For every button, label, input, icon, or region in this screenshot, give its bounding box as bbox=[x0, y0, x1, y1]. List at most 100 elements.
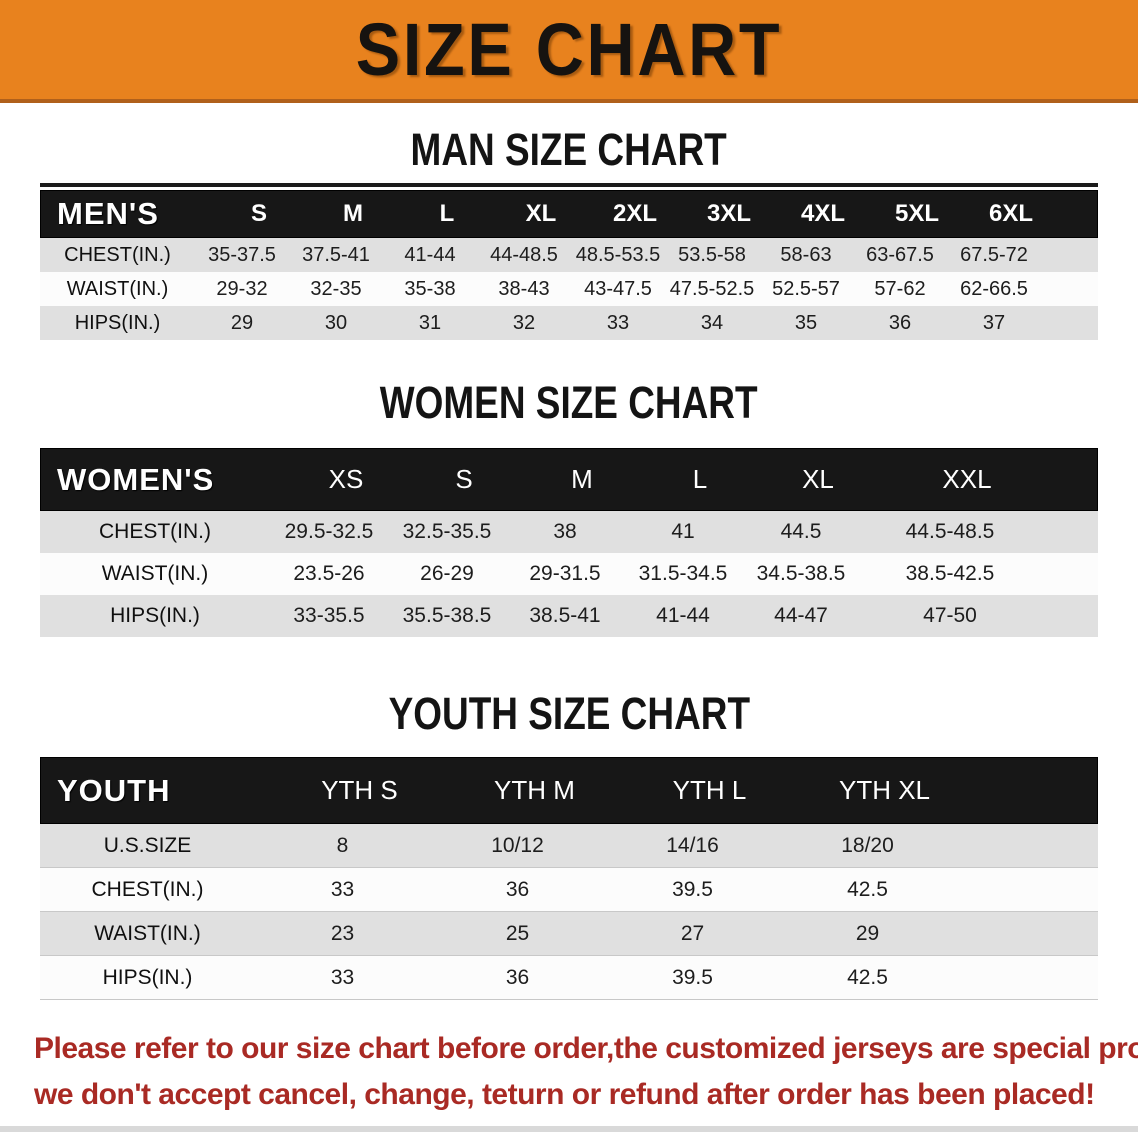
mens-table-cell: 37 bbox=[982, 311, 1006, 334]
mens-table-cell: 41-44 bbox=[404, 243, 456, 266]
mens-column-header: 3XL bbox=[706, 200, 751, 227]
womens-row-label: WAIST(IN.) bbox=[101, 562, 209, 585]
mens-table-cell: 36 bbox=[888, 311, 912, 334]
womens-column-header: L bbox=[692, 464, 708, 494]
youth-table-row: HIPS(IN.) 33 36 39.5 42.5 bbox=[40, 956, 1098, 1000]
youth-table-cell: 25 bbox=[505, 922, 530, 945]
youth-table-cell: 36 bbox=[505, 878, 530, 901]
mens-table-cell: 44-48.5 bbox=[490, 243, 558, 266]
youth-table-row: CHEST(IN.) 33 36 39.5 42.5 bbox=[40, 868, 1098, 912]
bottom-edge-strip bbox=[0, 1126, 1138, 1132]
youth-row-label: U.S.SIZE bbox=[103, 834, 192, 857]
mens-table-row: WAIST(IN.) 29-32 32-35 35-38 38-43 43-47.5 47.… bbox=[40, 272, 1098, 306]
mens-table-cell: 34 bbox=[700, 311, 724, 334]
mens-column-header: S bbox=[250, 200, 267, 227]
womens-section-title-text: WOMEN SIZE CHART bbox=[380, 377, 758, 428]
womens-table-cell: 26-29 bbox=[420, 562, 474, 585]
womens-size-section: WOMEN SIZE CHART WOMEN'S XS S M L XL XXL CHEST(… bbox=[0, 377, 1138, 637]
size-chart-banner: SIZE CHART bbox=[0, 0, 1138, 103]
banner-title: SIZE CHART bbox=[355, 8, 783, 91]
youth-table-header-row: YOUTH YTH S YTH M YTH L YTH XL bbox=[40, 757, 1098, 824]
womens-table-row: WAIST(IN.) 23.5-26 26-29 29-31.5 31.5-34.5 34… bbox=[40, 553, 1098, 595]
youth-table-cell: 18/20 bbox=[841, 834, 894, 857]
mens-table-cell: 57-62 bbox=[874, 277, 926, 300]
mens-row-label: CHEST(IN.) bbox=[64, 243, 171, 266]
mens-header-label: MEN'S bbox=[57, 196, 159, 231]
youth-table-cell: 39.5 bbox=[672, 966, 713, 989]
mens-table-cell: 32-35 bbox=[310, 277, 362, 300]
mens-section-title-text: MAN SIZE CHART bbox=[410, 124, 728, 175]
youth-table-cell: 10/12 bbox=[491, 834, 544, 857]
mens-table-header-row: MEN'S S M L XL 2XL 3XL 4XL 5XL 6XL bbox=[40, 190, 1098, 238]
womens-table-row: CHEST(IN.) 29.5-32.5 32.5-35.5 38 41 44.5 44.5… bbox=[40, 511, 1098, 553]
mens-table-cell: 33 bbox=[606, 311, 630, 334]
mens-table-cell: 52.5-57 bbox=[772, 277, 840, 300]
womens-table-row: HIPS(IN.) 33-35.5 35.5-38.5 38.5-41 41-44 44-… bbox=[40, 595, 1098, 637]
youth-table-cell: 29 bbox=[855, 922, 880, 945]
mens-column-header: 6XL bbox=[988, 200, 1033, 227]
mens-column-header: 4XL bbox=[800, 200, 845, 227]
mens-table-cell: 35 bbox=[794, 311, 818, 334]
womens-column-header: XXL bbox=[942, 464, 992, 494]
mens-row-label: HIPS(IN.) bbox=[74, 311, 161, 334]
mens-table-cell: 53.5-58 bbox=[678, 243, 746, 266]
womens-column-header: M bbox=[571, 464, 593, 494]
youth-section-title-text: YOUTH SIZE CHART bbox=[388, 688, 750, 739]
youth-column-header: YTH S bbox=[321, 775, 398, 805]
youth-table-cell: 36 bbox=[505, 966, 530, 989]
youth-table-row: WAIST(IN.) 23 25 27 29 bbox=[40, 912, 1098, 956]
disclaimer-line-1: Please refer to our size chart before or… bbox=[34, 1032, 1138, 1065]
womens-table-cell: 41-44 bbox=[656, 604, 710, 627]
womens-section-title: WOMEN SIZE CHART bbox=[0, 377, 1138, 428]
mens-table-cell: 29-32 bbox=[216, 277, 268, 300]
youth-size-section: YOUTH SIZE CHART YOUTH YTH S YTH M YTH L YTH… bbox=[0, 688, 1138, 1000]
mens-table-cell: 58-63 bbox=[780, 243, 832, 266]
womens-table-cell: 44.5 bbox=[780, 520, 822, 543]
womens-size-table: WOMEN'S XS S M L XL XXL CHEST(IN.) 29.5-32.5 32.5… bbox=[40, 448, 1098, 637]
youth-table-cell: 42.5 bbox=[847, 966, 888, 989]
youth-table-row: U.S.SIZE 8 10/12 14/16 18/20 bbox=[40, 824, 1098, 868]
mens-table-cell: 43-47.5 bbox=[584, 277, 652, 300]
mens-section-title: MAN SIZE CHART bbox=[0, 124, 1138, 175]
youth-table-cell: 42.5 bbox=[847, 878, 888, 901]
mens-column-header: 2XL bbox=[612, 200, 657, 227]
youth-row-label: CHEST(IN.) bbox=[91, 878, 204, 901]
womens-table-cell: 29.5-32.5 bbox=[284, 520, 374, 543]
youth-header-label: YOUTH bbox=[57, 772, 171, 808]
mens-table-cell: 35-38 bbox=[404, 277, 456, 300]
youth-column-header: YTH L bbox=[672, 775, 747, 805]
mens-table-cell: 37.5-41 bbox=[302, 243, 370, 266]
youth-column-header: YTH M bbox=[494, 775, 575, 805]
womens-column-header: XL bbox=[802, 464, 834, 494]
mens-column-header: 5XL bbox=[894, 200, 939, 227]
mens-table-cell: 62-66.5 bbox=[960, 277, 1028, 300]
womens-table-cell: 41 bbox=[671, 520, 695, 543]
womens-row-label: HIPS(IN.) bbox=[110, 604, 200, 627]
youth-row-label: HIPS(IN.) bbox=[102, 966, 193, 989]
womens-table-cell: 44.5-48.5 bbox=[905, 520, 995, 543]
mens-table-cell: 30 bbox=[324, 311, 348, 334]
mens-size-section: MAN SIZE CHART MEN'S S M L XL 2XL 3XL 4XL 5XL 6XL… bbox=[0, 124, 1138, 340]
youth-section-title: YOUTH SIZE CHART bbox=[0, 688, 1138, 739]
womens-table-cell: 38.5-41 bbox=[529, 604, 601, 627]
youth-table-cell: 14/16 bbox=[666, 834, 719, 857]
youth-size-table: YOUTH YTH S YTH M YTH L YTH XL U.S.SIZE 8 10/12… bbox=[40, 757, 1098, 1000]
youth-table-cell: 39.5 bbox=[672, 878, 713, 901]
youth-column-header: YTH XL bbox=[838, 775, 931, 805]
mens-table-cell: 38-43 bbox=[498, 277, 550, 300]
youth-row-label: WAIST(IN.) bbox=[94, 922, 201, 945]
youth-table-cell: 27 bbox=[680, 922, 705, 945]
mens-table-cell: 63-67.5 bbox=[866, 243, 934, 266]
mens-table-cell: 48.5-53.5 bbox=[575, 243, 661, 266]
mens-column-header: L bbox=[439, 200, 455, 227]
womens-table-cell: 34.5-38.5 bbox=[756, 562, 846, 585]
order-disclaimer: Please refer to our size chart before or… bbox=[0, 1026, 1138, 1118]
mens-table-cell: 32 bbox=[512, 311, 536, 334]
mens-table-cell: 47.5-52.5 bbox=[669, 277, 755, 300]
womens-table-cell: 31.5-34.5 bbox=[638, 562, 728, 585]
womens-table-cell: 35.5-38.5 bbox=[402, 604, 492, 627]
womens-table-cell: 38 bbox=[553, 520, 577, 543]
womens-table-cell: 29-31.5 bbox=[529, 562, 601, 585]
mens-column-header: M bbox=[343, 200, 363, 227]
mens-row-label: WAIST(IN.) bbox=[66, 277, 169, 300]
